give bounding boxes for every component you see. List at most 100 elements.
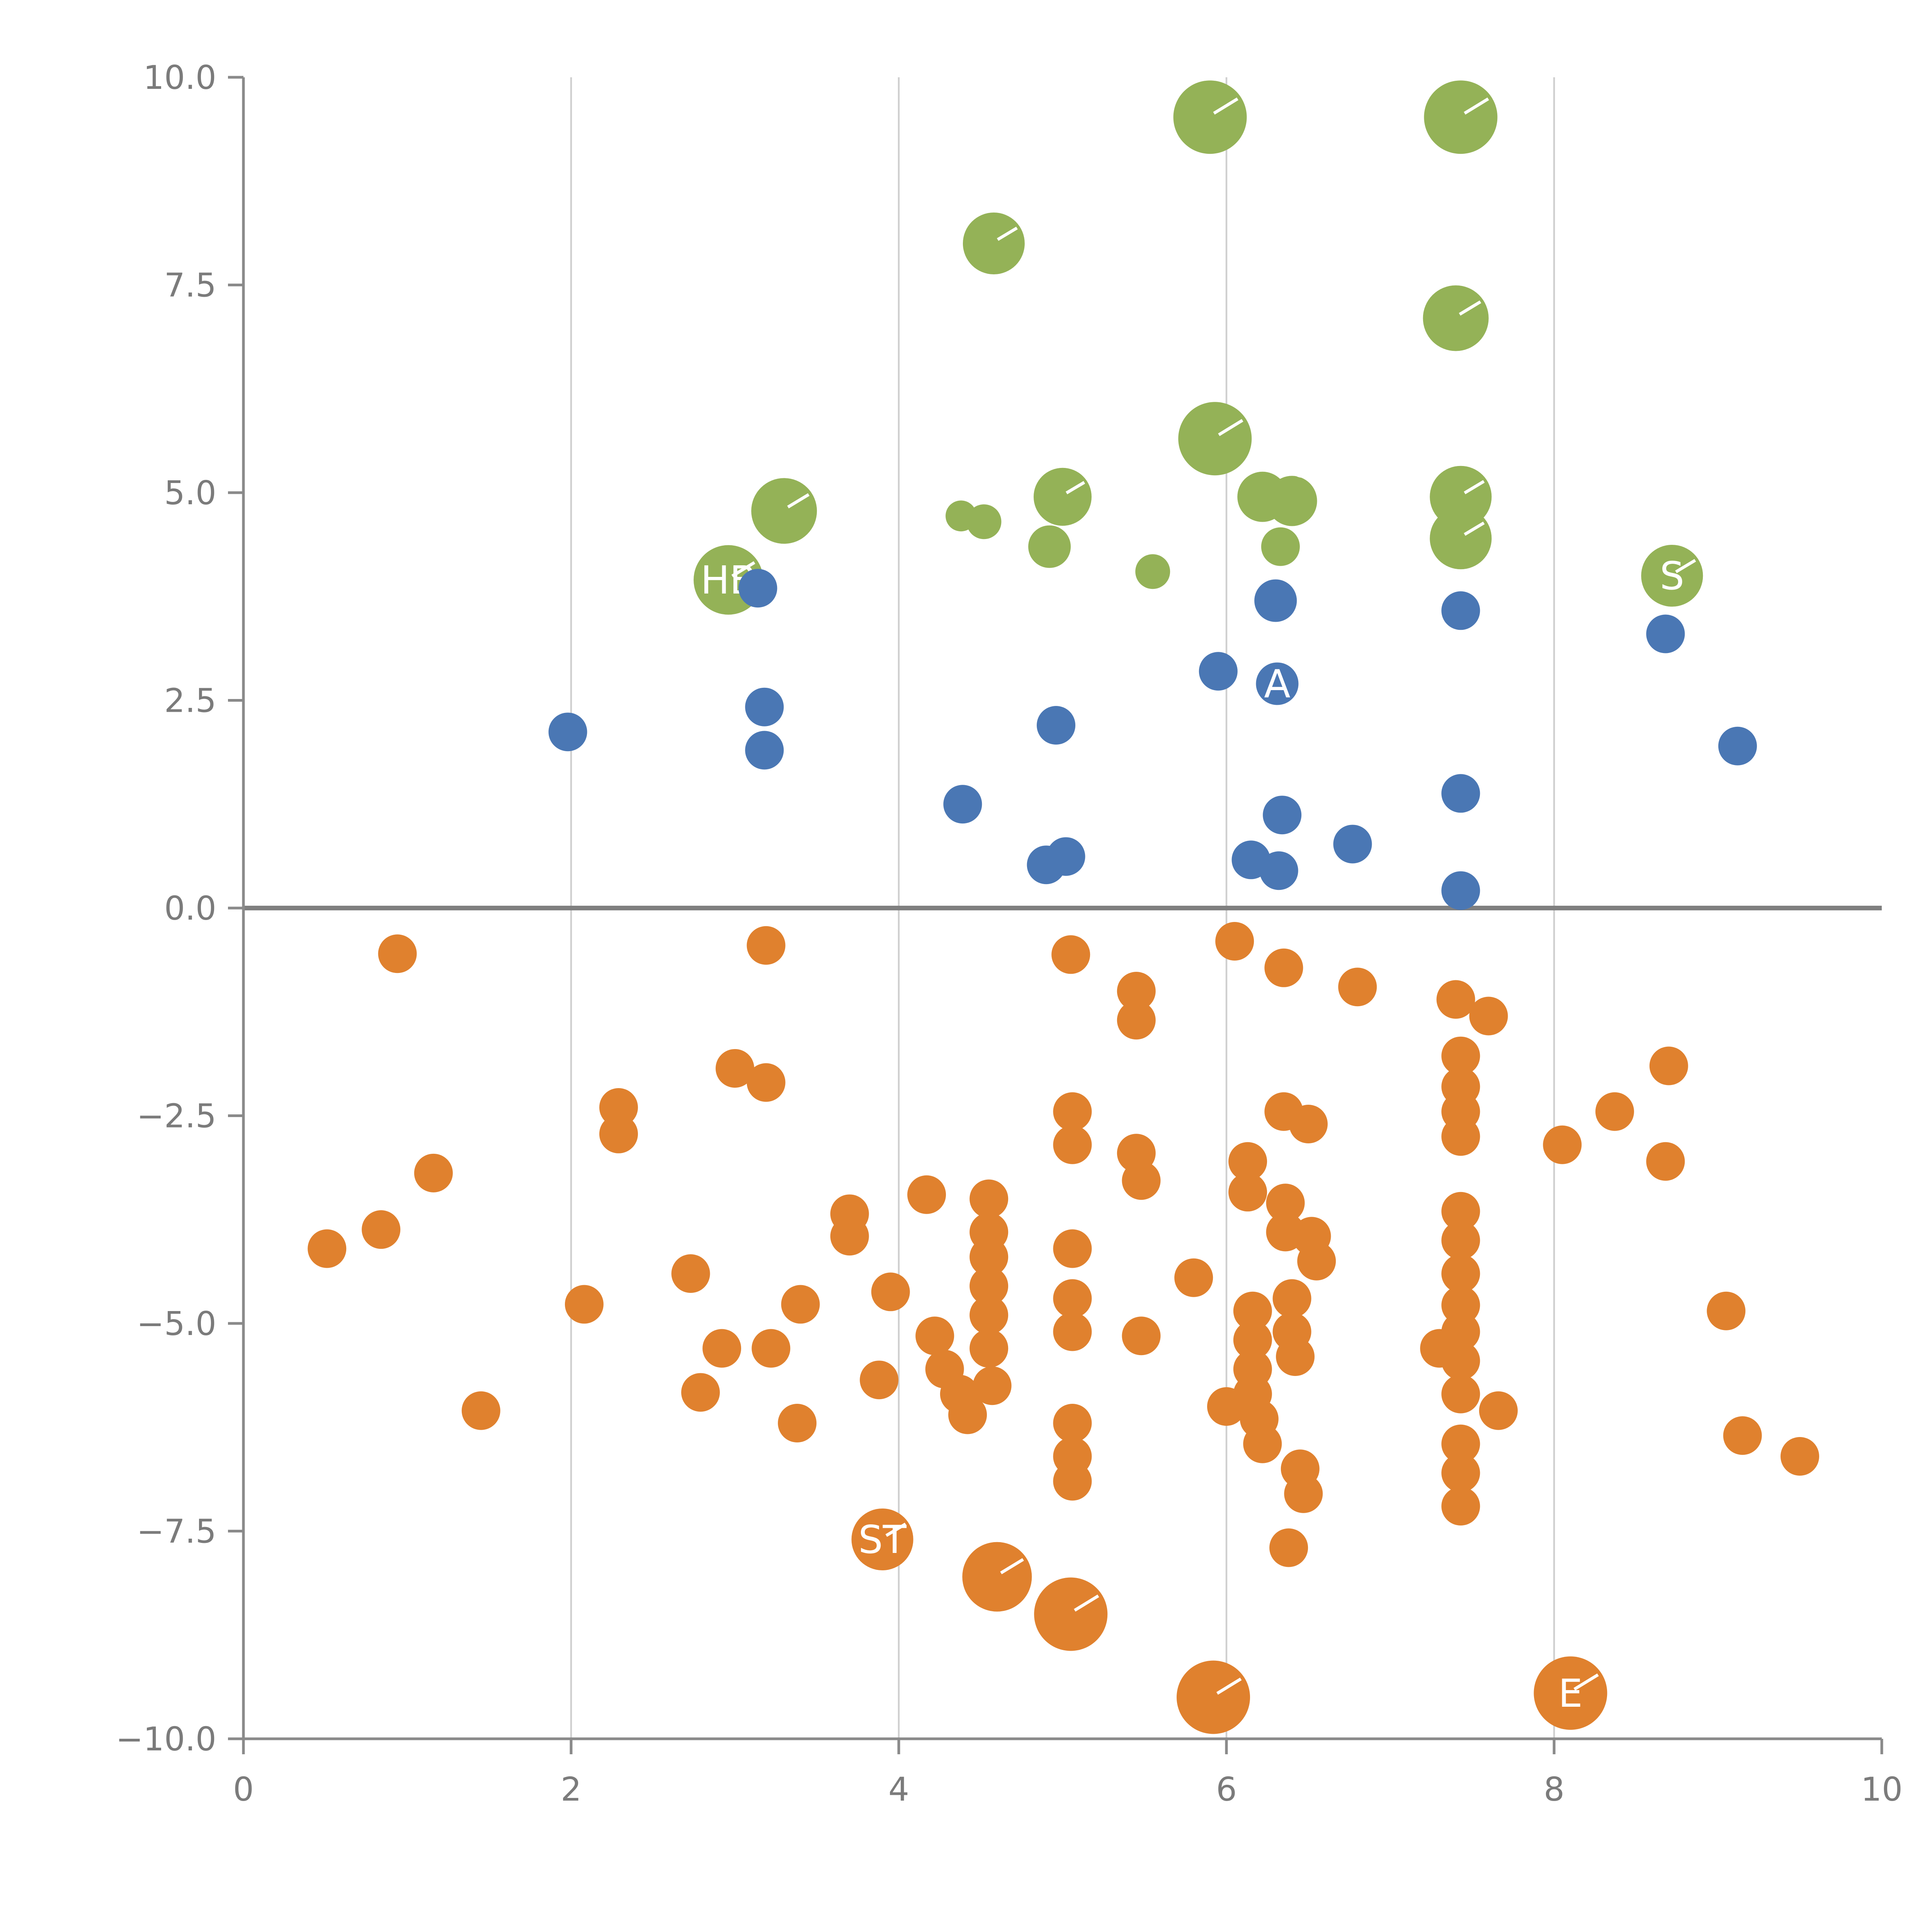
data-point-blue	[738, 569, 777, 608]
bubble-leader-mark	[1573, 1673, 1599, 1691]
data-point-orange	[969, 1329, 1009, 1368]
data-point-green	[751, 478, 817, 544]
data-point-orange	[1284, 1474, 1323, 1513]
data-point-orange	[1053, 1404, 1092, 1442]
data-point-blue	[1256, 662, 1299, 705]
bubble-leader-mark	[1000, 1558, 1024, 1575]
data-point-orange	[378, 934, 417, 973]
bubble-leader-mark	[1459, 300, 1481, 316]
data-point-orange	[1053, 1092, 1092, 1131]
data-point-orange	[681, 1373, 720, 1412]
data-point-green	[963, 213, 1025, 274]
y-tick-label: −2.5	[137, 1097, 216, 1136]
data-point-orange	[599, 1114, 638, 1153]
data-point-green	[1267, 476, 1317, 526]
data-point-orange	[1117, 972, 1156, 1010]
data-point-green	[1261, 527, 1300, 566]
x-tick-label: 6	[1216, 1770, 1237, 1809]
data-point-orange	[716, 1049, 754, 1088]
data-point-green	[1173, 80, 1247, 154]
data-point-orange	[778, 1404, 817, 1442]
data-point-green	[1641, 545, 1703, 607]
annotation-label: E	[1517, 97, 1542, 142]
data-point-green	[1423, 285, 1489, 351]
bubble-leader-mark	[1675, 559, 1696, 573]
data-point-orange	[860, 1361, 899, 1400]
x-tick-label: 0	[233, 1770, 254, 1809]
data-point-orange	[851, 1509, 913, 1570]
data-point-blue	[943, 785, 982, 824]
data-point-orange	[1215, 922, 1254, 961]
x-tick-label: 2	[561, 1770, 582, 1809]
data-point-orange	[969, 1296, 1009, 1335]
data-point-orange	[1053, 1312, 1092, 1351]
data-point-orange	[599, 1088, 638, 1127]
data-point-orange	[1595, 1092, 1634, 1131]
data-point-orange	[1441, 1192, 1480, 1231]
data-point-orange	[1441, 1036, 1480, 1075]
y-tick-label: 10.0	[143, 59, 216, 97]
data-point-orange	[871, 1272, 910, 1311]
data-point-blue	[1046, 837, 1085, 876]
data-point-green	[1178, 402, 1252, 476]
data-point-blue	[1263, 796, 1302, 835]
data-point-orange	[1781, 1437, 1819, 1476]
data-point-orange	[747, 1063, 786, 1102]
data-point-orange	[747, 926, 786, 965]
data-point-orange	[752, 1329, 791, 1368]
data-point-orange	[1117, 1001, 1156, 1040]
data-point-orange	[969, 1179, 1009, 1218]
data-point-blue	[1254, 579, 1297, 622]
y-tick-label: 5.0	[164, 474, 216, 512]
data-point-blue	[1646, 614, 1685, 653]
data-point-orange	[1441, 1312, 1480, 1351]
data-point-orange	[907, 1175, 946, 1214]
data-point-orange	[962, 1542, 1032, 1612]
data-point-orange	[1053, 1125, 1092, 1164]
data-point-orange	[1266, 1184, 1305, 1223]
data-point-blue	[548, 713, 587, 752]
data-point-orange	[830, 1217, 869, 1256]
bubble-leader-mark	[1213, 97, 1238, 115]
data-point-orange	[1122, 1316, 1161, 1355]
bubble-label: A	[1264, 662, 1290, 707]
y-tick-label: −5.0	[137, 1305, 216, 1343]
x-tick-label: 10	[1861, 1770, 1903, 1809]
bubble-label: S	[1660, 553, 1684, 599]
data-point-orange	[1034, 1577, 1108, 1651]
bubble-leader-mark	[1218, 419, 1243, 436]
data-point-orange	[1177, 1660, 1250, 1734]
data-point-orange	[308, 1229, 347, 1268]
data-point-orange	[1276, 1337, 1315, 1376]
bubble-leader-mark	[997, 226, 1018, 241]
data-point-orange	[1441, 1374, 1480, 1413]
bubble-leader-mark	[731, 561, 755, 578]
data-point-orange	[1053, 1279, 1092, 1318]
data-point-orange	[1243, 1424, 1282, 1463]
data-point-orange	[1436, 980, 1475, 1019]
data-point-orange	[969, 1238, 1009, 1276]
data-point-orange	[1338, 968, 1377, 1007]
data-point-orange	[1469, 997, 1508, 1036]
bubble-leader-mark	[1216, 1677, 1242, 1695]
data-point-orange	[1297, 1242, 1336, 1281]
data-point-orange	[1534, 1656, 1607, 1730]
data-point-orange	[1441, 1254, 1480, 1293]
data-point-blue	[1259, 851, 1298, 890]
data-point-orange	[1233, 1321, 1272, 1359]
data-point-orange	[1441, 1424, 1480, 1463]
data-point-orange	[1051, 935, 1090, 974]
data-point-green	[966, 504, 1002, 539]
data-point-orange	[461, 1391, 500, 1430]
data-point-orange	[671, 1254, 710, 1293]
data-point-orange	[1441, 1487, 1480, 1526]
data-point-blue	[1037, 706, 1076, 745]
data-point-orange	[948, 1395, 987, 1434]
y-tick-label: 0.0	[164, 889, 216, 928]
data-point-orange	[1441, 1117, 1480, 1156]
bubble-leader-mark	[1464, 480, 1485, 495]
data-point-orange	[1053, 1229, 1092, 1268]
data-point-blue	[1441, 591, 1480, 630]
